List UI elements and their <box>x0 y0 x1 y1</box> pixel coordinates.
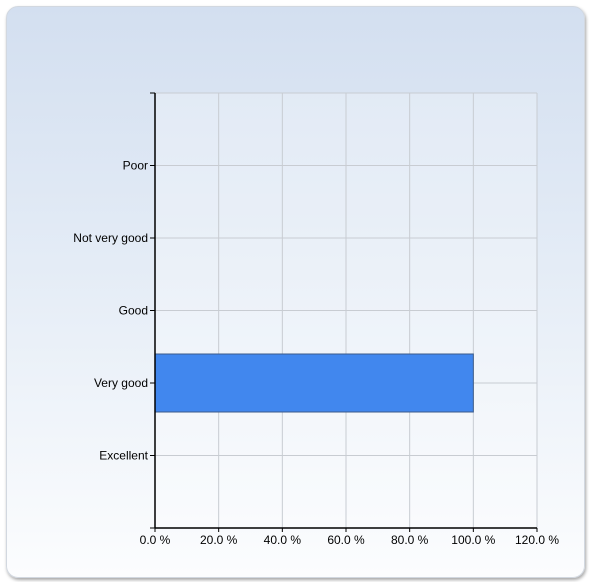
bar-chart: 0.0 % 20.0 % 40.0 % 60.0 % 80.0 % 100.0 % 120.… <box>73 92 559 547</box>
y-tick-label: Poor <box>123 159 148 173</box>
x-tick-label: 80.0 % <box>391 533 429 547</box>
y-tick-label: Good <box>119 304 148 318</box>
x-tick-label: 0.0 % <box>140 533 171 547</box>
x-tick-label: 40.0 % <box>264 533 302 547</box>
chart-panel: 0.0 % 20.0 % 40.0 % 60.0 % 80.0 % 100.0 % 120.… <box>6 6 585 578</box>
x-tick-label: 120.0 % <box>515 533 559 547</box>
x-tick-label: 60.0 % <box>327 533 365 547</box>
y-tick-label: Excellent <box>99 449 148 463</box>
bar <box>154 353 474 413</box>
y-tick-label: Not very good <box>73 231 148 245</box>
x-tick-label: 100.0 % <box>451 533 495 547</box>
x-tick-label: 20.0 % <box>200 533 238 547</box>
y-tick-label: Very good <box>94 376 148 390</box>
